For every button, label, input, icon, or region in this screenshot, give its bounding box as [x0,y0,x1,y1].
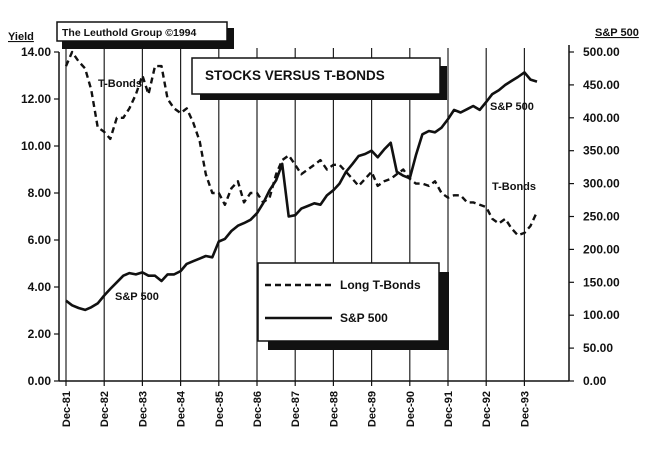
x-tick-label: Dec-91 [443,391,455,427]
x-tick-label: Dec-88 [328,391,340,427]
left-tick-label: 14.00 [21,45,51,59]
right-tick-label: 300.00 [583,177,620,191]
annotation-tbonds-left: T-Bonds [98,78,142,90]
legend: Long T-Bonds S&P 500 [257,262,449,350]
right-tick-label: 450.00 [583,78,620,92]
left-axis-label: Yield [8,31,34,43]
x-tick-label: Dec-89 [367,391,379,427]
chart-title: STOCKS VERSUS T-BONDS [205,68,385,83]
right-tick-label: 500.00 [583,45,620,59]
x-tick-label: Dec-85 [214,391,226,427]
x-tick-label: Dec-90 [405,391,417,427]
right-axis-label: S&P 500 [595,27,639,39]
x-tick-label: Dec-81 [61,391,73,427]
annotation-sp500-left: S&P 500 [115,291,159,303]
left-tick-label: 10.00 [21,139,51,153]
x-tick-label: Dec-82 [99,391,111,427]
left-tick-label: 4.00 [28,280,52,294]
right-tick-label: 250.00 [583,210,620,224]
right-tick-label: 350.00 [583,144,620,158]
title-box: STOCKS VERSUS T-BONDS [191,57,447,100]
left-tick-label: 6.00 [28,233,52,247]
annotation-sp500-right: S&P 500 [490,101,534,113]
credit-text: The Leuthold Group ©1994 [62,27,196,39]
x-tick-label: Dec-84 [176,390,188,427]
x-tick-label: Dec-86 [252,391,264,427]
x-tick-label: Dec-83 [137,391,149,427]
credit-box: The Leuthold Group ©1994 [56,21,234,49]
x-tick-label: Dec-93 [519,391,531,427]
x-tick-label: Dec-92 [481,391,493,427]
left-tick-label: 0.00 [28,374,52,388]
right-tick-label: 400.00 [583,111,620,125]
right-tick-label: 50.00 [583,341,613,355]
annotation-tbonds-right: T-Bonds [492,181,536,193]
series-line-sp500 [65,71,538,312]
left-tick-label: 8.00 [28,186,52,200]
x-tick-label: Dec-87 [290,391,302,427]
left-tick-label: 2.00 [28,327,52,341]
left-tick-label: 12.00 [21,92,51,106]
x-axis-ticks: Dec-81 Dec-82 Dec-83 Dec-84 Dec-85 Dec-86 Dec-… [61,381,531,427]
legend-label-long-t-bonds: Long T-Bonds [340,278,421,292]
right-tick-label: 0.00 [583,374,607,388]
series-line-long-t-bonds [64,50,539,237]
right-tick-label: 100.00 [583,308,620,322]
left-axis-ticks: 0.00 2.00 4.00 6.00 8.00 10.00 12.00 14.00 [21,45,59,388]
legend-label-sp500: S&P 500 [340,311,388,325]
right-tick-label: 200.00 [583,242,620,256]
right-axis-ticks: 0.00 50.00 100.00 150.00 200.00 250.00 300.00 3… [569,45,620,388]
right-tick-label: 150.00 [583,275,620,289]
